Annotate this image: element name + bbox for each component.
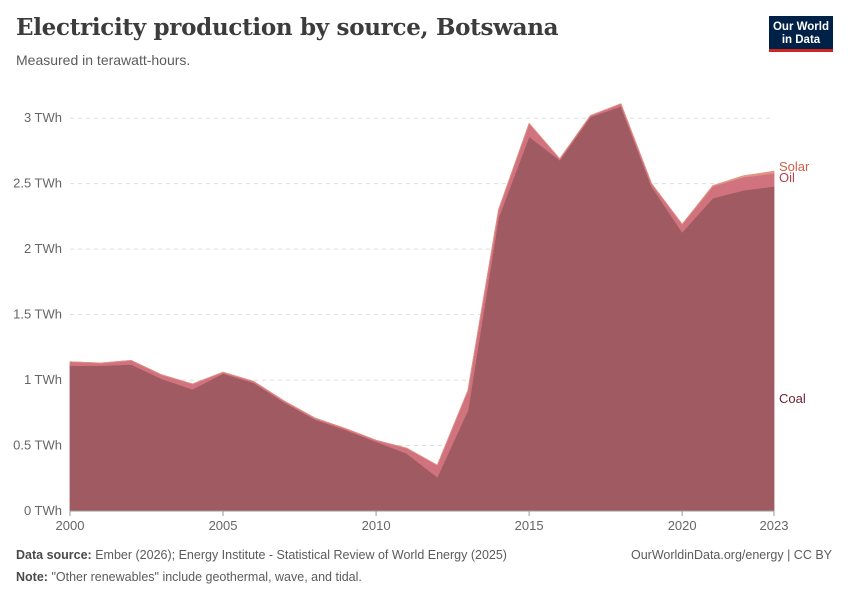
data-source-label: Data source:: [16, 548, 92, 562]
logo-line-2: in Data: [781, 34, 821, 46]
y-tick-label: 2 TWh: [24, 241, 62, 256]
series-label-coal: Coal: [779, 391, 806, 406]
note-label: Note:: [16, 570, 48, 584]
x-tick-label: 2010: [362, 518, 391, 533]
series-label-oil: Oil: [779, 170, 795, 185]
y-tick-label: 2.5 TWh: [13, 176, 62, 191]
y-tick-label: 0 TWh: [24, 503, 62, 518]
note-text: "Other renewables" include geothermal, w…: [51, 570, 362, 584]
x-tick-label: 2015: [515, 518, 544, 533]
series-label-solar: Solar: [779, 159, 810, 174]
owid-logo[interactable]: Our World in Data: [769, 16, 833, 52]
x-tick-label: 2020: [668, 518, 697, 533]
y-tick-label: 1 TWh: [24, 372, 62, 387]
area-solar: [69, 103, 775, 466]
chart-title: Electricity production by source, Botswa…: [16, 14, 559, 41]
area-coal: [69, 105, 775, 512]
chart-note: Note: "Other renewables" include geother…: [16, 570, 362, 584]
x-tick-label: 2000: [56, 518, 85, 533]
logo-line-1: Our World: [772, 21, 829, 33]
y-tick-label: 3 TWh: [24, 110, 62, 125]
credit-link[interactable]: OurWorldinData.org/energy | CC BY: [630, 548, 832, 562]
data-source-text[interactable]: Ember (2026); Energy Institute - Statist…: [95, 548, 507, 562]
chart-subtitle: Measured in terawatt-hours.: [16, 52, 191, 68]
y-tick-label: 1.5 TWh: [13, 307, 62, 322]
x-tick-label: 2005: [209, 518, 238, 533]
x-tick-label: 2023: [760, 518, 789, 533]
y-tick-label: 0.5 TWh: [13, 438, 62, 453]
data-source: Data source: Ember (2026); Energy Instit…: [16, 548, 507, 562]
